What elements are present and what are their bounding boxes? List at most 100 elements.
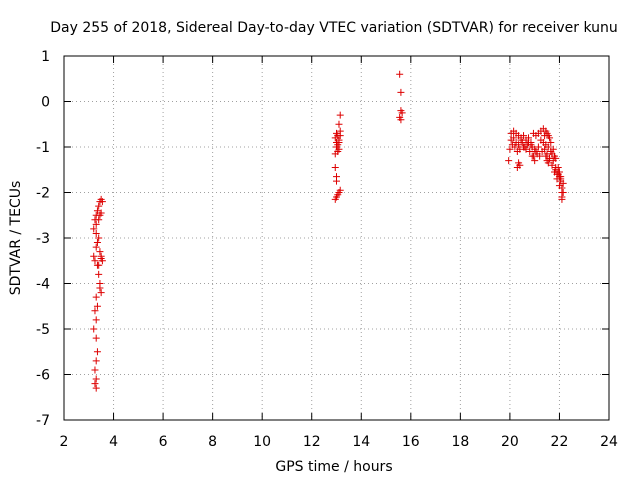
data-point xyxy=(397,88,405,96)
data-point xyxy=(546,134,554,142)
data-point xyxy=(541,145,549,153)
data-point xyxy=(527,141,535,149)
data-point xyxy=(92,316,100,324)
data-point xyxy=(534,143,542,151)
data-point xyxy=(558,195,566,203)
x-tick-label: 22 xyxy=(551,434,569,450)
data-point xyxy=(92,229,100,237)
data-point xyxy=(333,193,340,201)
x-tick-label: 12 xyxy=(303,434,321,450)
x-tick-label: 16 xyxy=(402,434,420,450)
data-point xyxy=(98,198,106,206)
y-axis-label: SDTVAR / TECUs xyxy=(8,181,24,296)
data-point xyxy=(93,207,101,215)
data-point xyxy=(90,225,98,233)
y-tick-label: -5 xyxy=(36,322,50,338)
data-point xyxy=(93,348,101,356)
data-point xyxy=(96,248,104,256)
x-tick-label: 6 xyxy=(159,434,168,450)
data-point xyxy=(95,270,103,278)
data-point xyxy=(532,148,540,156)
x-tick-label: 4 xyxy=(109,434,118,450)
plot-frame xyxy=(63,55,610,421)
x-tick-label: 10 xyxy=(253,434,271,450)
data-point xyxy=(510,134,518,142)
data-point xyxy=(95,216,103,224)
data-point xyxy=(559,189,567,196)
data-point xyxy=(516,161,524,169)
data-point xyxy=(516,145,524,153)
data-point xyxy=(90,325,98,333)
data-point xyxy=(517,136,525,144)
data-point xyxy=(92,357,100,365)
x-tick-label: 14 xyxy=(352,434,370,450)
data-point xyxy=(536,152,544,160)
data-point xyxy=(549,157,557,165)
data-point xyxy=(558,184,566,192)
x-tick-label: 18 xyxy=(451,434,469,450)
data-point xyxy=(336,132,344,140)
data-point xyxy=(544,159,552,167)
data-point xyxy=(398,109,406,117)
data-point xyxy=(335,145,343,153)
data-point xyxy=(542,152,550,160)
y-tick-label: 1 xyxy=(41,49,50,65)
data-point xyxy=(91,366,99,374)
data-point xyxy=(92,334,100,342)
x-axis-label: GPS time / hours xyxy=(275,459,392,475)
data-point xyxy=(522,145,530,153)
data-point xyxy=(396,113,404,121)
data-point xyxy=(97,289,105,297)
data-point xyxy=(92,293,100,301)
chart-title: Day 255 of 2018, Sidereal Day-to-day VTE… xyxy=(50,20,618,36)
data-point xyxy=(335,120,343,128)
data-point xyxy=(95,202,103,210)
data-point xyxy=(396,70,404,78)
data-point xyxy=(92,384,100,392)
x-tick-label: 8 xyxy=(208,434,217,450)
data-point xyxy=(554,168,562,176)
data-point xyxy=(336,186,344,194)
y-tick-label: -2 xyxy=(36,186,50,202)
data-point xyxy=(531,157,539,165)
data-point xyxy=(543,129,551,137)
data-point xyxy=(95,261,103,269)
data-points xyxy=(90,70,567,392)
data-point xyxy=(544,143,552,151)
data-point xyxy=(333,177,340,185)
data-point xyxy=(92,220,100,228)
y-tick-label: -3 xyxy=(36,231,50,247)
data-point xyxy=(526,148,534,156)
x-tick-label: 2 xyxy=(60,434,69,450)
data-point xyxy=(555,173,563,181)
data-point xyxy=(95,234,103,242)
data-point xyxy=(91,380,99,388)
data-point xyxy=(546,154,554,162)
data-point xyxy=(97,209,105,217)
data-point xyxy=(90,252,98,260)
y-tick-label: -7 xyxy=(36,413,50,429)
data-point xyxy=(528,152,536,160)
y-tick-label: -1 xyxy=(36,140,50,156)
x-tick-label: 24 xyxy=(600,434,618,450)
y-tick-label: -6 xyxy=(36,368,50,384)
data-point xyxy=(92,243,100,251)
data-point xyxy=(551,152,558,160)
data-point xyxy=(96,284,104,292)
data-point xyxy=(331,163,339,171)
y-tick-label: 0 xyxy=(41,95,50,111)
data-point xyxy=(334,141,342,149)
y-tick-label: -4 xyxy=(36,277,50,293)
data-point xyxy=(91,307,99,315)
data-point xyxy=(93,239,101,247)
data-point xyxy=(506,145,514,153)
data-point xyxy=(336,111,344,119)
data-point xyxy=(520,132,528,140)
data-point xyxy=(505,157,513,165)
grid xyxy=(64,56,609,420)
data-point xyxy=(548,161,556,169)
data-point xyxy=(93,302,101,310)
data-point xyxy=(97,254,105,262)
